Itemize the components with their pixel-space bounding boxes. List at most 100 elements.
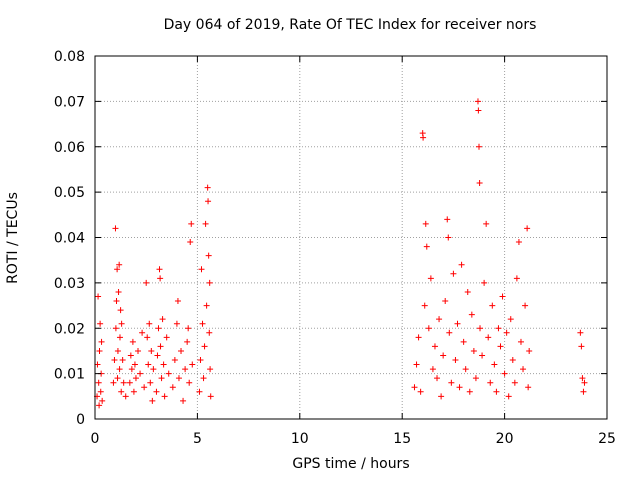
data-point (429, 366, 436, 373)
data-point (438, 393, 445, 400)
y-tick-label: 0 (76, 412, 85, 428)
data-point (161, 393, 168, 400)
data-point (491, 361, 498, 368)
data-point (175, 375, 182, 382)
data-point (118, 320, 125, 327)
data-point (422, 220, 429, 227)
data-point (501, 370, 508, 377)
data-point (525, 384, 532, 391)
data-point (505, 393, 512, 400)
data-point (173, 320, 180, 327)
data-point (157, 343, 164, 350)
data-point (126, 379, 133, 386)
data-point (146, 320, 153, 327)
data-point (207, 366, 214, 373)
data-marks (94, 98, 588, 409)
data-point (148, 347, 155, 354)
data-point (149, 397, 156, 404)
data-point (96, 402, 103, 409)
data-point (207, 393, 214, 400)
data-point (522, 302, 529, 309)
data-point (165, 370, 172, 377)
data-point (205, 252, 212, 259)
data-point (476, 143, 482, 150)
y-tick-label: 0.01 (54, 367, 85, 383)
data-point (470, 347, 477, 354)
data-point (474, 98, 481, 105)
data-point (189, 361, 196, 368)
x-tick-label: 5 (193, 431, 202, 447)
grid-lines (95, 56, 607, 419)
data-point (503, 329, 510, 336)
data-point (185, 325, 192, 332)
data-point (495, 325, 502, 332)
data-point (116, 261, 123, 268)
data-point (442, 298, 449, 305)
data-point (110, 379, 117, 386)
y-tick-label: 0.03 (54, 276, 85, 292)
data-point (434, 375, 441, 382)
data-point (411, 384, 418, 391)
data-point (420, 134, 427, 141)
data-point (96, 347, 103, 354)
data-point (158, 375, 165, 382)
data-point (423, 243, 430, 250)
data-point (116, 366, 123, 373)
data-point (180, 397, 187, 404)
data-point (431, 343, 438, 350)
data-point (95, 379, 102, 386)
data-point (581, 379, 588, 386)
data-point (445, 234, 452, 241)
data-point (112, 325, 119, 332)
data-point (171, 357, 178, 364)
data-point (111, 357, 118, 364)
data-point (464, 288, 471, 295)
data-point (186, 379, 193, 386)
data-point (513, 275, 520, 282)
data-point (131, 361, 138, 368)
data-point (466, 388, 473, 395)
data-point (163, 334, 170, 341)
data-point (139, 329, 146, 336)
x-tick-label: 0 (91, 431, 100, 447)
data-point (526, 347, 533, 354)
data-point (200, 375, 207, 382)
data-point (169, 384, 176, 391)
y-tick-label: 0.04 (54, 231, 85, 247)
data-point (116, 334, 123, 341)
data-point (450, 270, 457, 277)
data-point (476, 180, 483, 187)
data-point (197, 357, 204, 364)
data-point (113, 298, 120, 305)
data-point (487, 379, 494, 386)
data-point (115, 288, 122, 295)
data-point (507, 316, 514, 323)
data-point (114, 266, 121, 273)
data-point (203, 302, 210, 309)
data-point (144, 334, 151, 341)
data-point (417, 388, 424, 395)
data-point (199, 320, 206, 327)
x-axis-label: GPS time / hours (292, 456, 410, 472)
data-point (201, 343, 208, 350)
data-point (159, 316, 166, 323)
data-point (132, 375, 139, 382)
data-point (479, 352, 486, 359)
data-point (205, 198, 212, 205)
data-point (160, 361, 167, 368)
data-point (147, 379, 154, 386)
data-point (196, 388, 203, 395)
data-point (128, 366, 135, 373)
data-point (499, 293, 506, 300)
data-point (444, 216, 451, 223)
data-point (475, 107, 482, 114)
data-point (198, 266, 205, 273)
data-point (130, 388, 137, 395)
data-point (481, 279, 488, 286)
x-tick-label: 10 (291, 431, 309, 447)
data-point (462, 366, 469, 373)
data-point (182, 366, 189, 373)
data-point (97, 320, 104, 327)
data-point (425, 325, 432, 332)
data-point (184, 338, 191, 345)
